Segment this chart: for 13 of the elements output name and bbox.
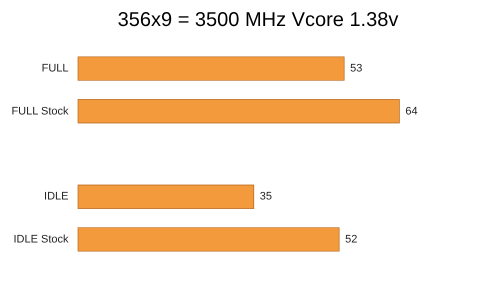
data-label: 53: [350, 62, 362, 75]
y-tick-label: FULL: [42, 62, 68, 75]
data-label: 52: [345, 233, 358, 246]
y-tick-label: IDLE: [44, 190, 68, 203]
bar: [78, 99, 400, 124]
data-label: 64: [405, 105, 418, 118]
bar: [78, 56, 345, 81]
y-tick-label: FULL Stock: [11, 105, 69, 118]
bar: [78, 184, 254, 209]
y-tick-label: IDLE Stock: [13, 233, 69, 246]
bar: [78, 227, 340, 252]
data-label: 35: [260, 190, 272, 203]
chart-title: 356x9 = 3500 MHz Vcore 1.38v: [118, 9, 398, 31]
